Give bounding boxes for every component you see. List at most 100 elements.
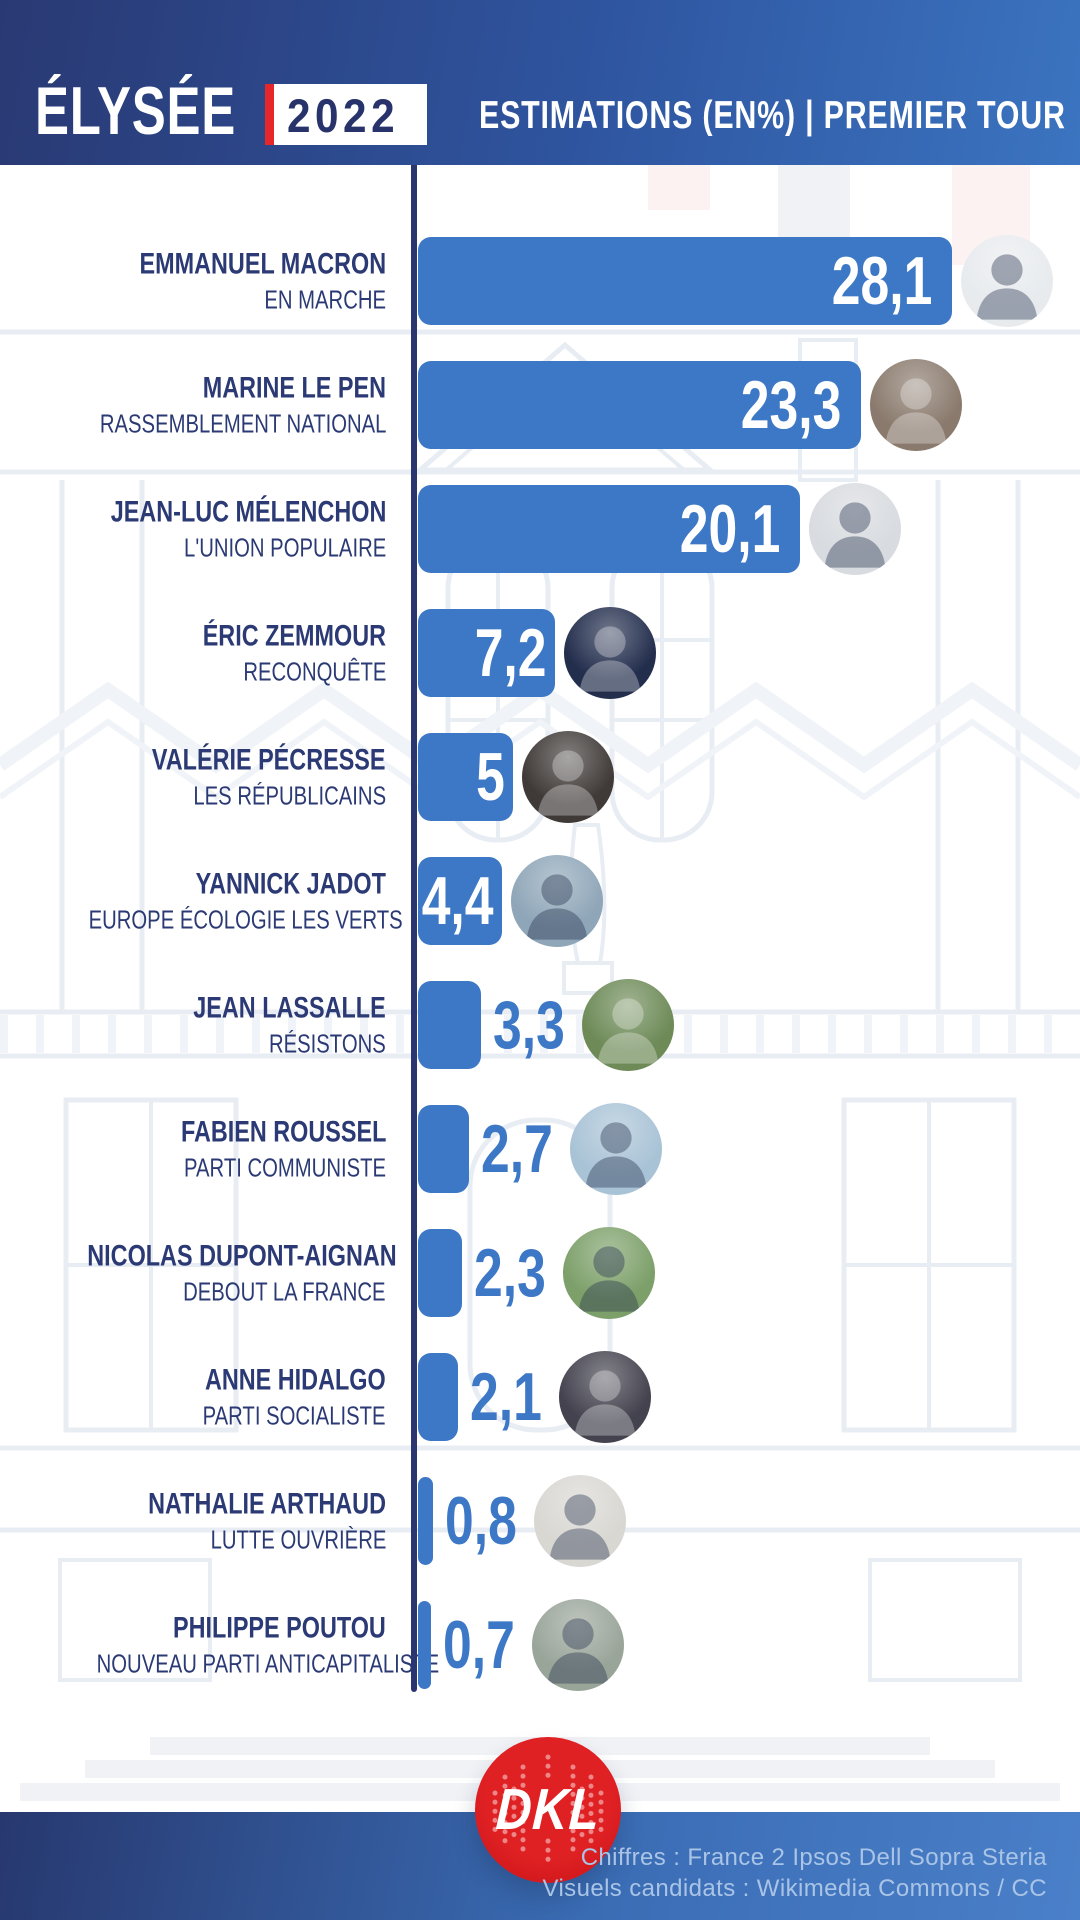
person-silhouette-icon — [526, 874, 588, 940]
candidate-name: MARINE LE PEN — [202, 371, 386, 405]
candidate-row: MARINE LE PEN RASSEMBLEMENT NATIONAL 23,3 — [0, 343, 1080, 467]
result-bar: 7,2 — [418, 609, 555, 697]
candidate-row: VALÉRIE PÉCRESSE LES RÉPUBLICAINS 5 — [0, 715, 1080, 839]
person-silhouette-icon — [597, 998, 659, 1064]
photo-emmanuel-macron — [961, 235, 1053, 327]
result-value: 5 — [476, 739, 505, 815]
candidate-party: EUROPE ÉCOLOGIE LES VERTS — [88, 903, 403, 934]
person-silhouette-icon — [976, 254, 1038, 320]
person-silhouette-icon — [885, 378, 947, 444]
candidate-name: EMMANUEL MACRON — [139, 247, 386, 281]
candidate-label: YANNICK JADOT EUROPE ÉCOLOGIE LES VERTS — [0, 867, 403, 934]
dkl-logo-text: DKL — [494, 1777, 602, 1842]
candidate-party: LUTTE OUVRIÈRE — [210, 1523, 386, 1554]
brand-title: ÉLYSÉE — [35, 73, 237, 149]
candidate-name: NICOLAS DUPONT-AIGNAN — [87, 1239, 397, 1273]
result-bar — [418, 1601, 431, 1689]
candidate-name: NATHALIE ARTHAUD — [148, 1487, 386, 1521]
person-silhouette-icon — [585, 1122, 647, 1188]
candidate-row: FABIEN ROUSSEL PARTI COMMUNISTE 2,7 — [0, 1087, 1080, 1211]
result-value: 20,1 — [679, 491, 780, 567]
person-silhouette-icon — [578, 1246, 640, 1312]
result-value: 7,2 — [475, 615, 547, 691]
result-bar — [418, 1353, 458, 1441]
candidate-party: RASSEMBLEMENT NATIONAL — [99, 407, 386, 438]
candidate-row: JEAN-LUC MÉLENCHON L'UNION POPULAIRE 20,1 — [0, 467, 1080, 591]
candidate-name: FABIEN ROUSSEL — [180, 1115, 386, 1149]
person-silhouette-icon — [579, 626, 641, 692]
result-value: 23,3 — [740, 367, 841, 443]
candidate-party: L'UNION POPULAIRE — [183, 531, 386, 562]
result-bar — [418, 1477, 433, 1565]
person-silhouette-icon — [824, 502, 886, 568]
header-banner: ÉLYSÉE 2022 ESTIMATIONS (EN%) | PREMIER … — [0, 0, 1080, 165]
result-value: 2,1 — [470, 1359, 542, 1435]
candidate-label: FABIEN ROUSSEL PARTI COMMUNISTE — [0, 1115, 386, 1182]
candidate-row: ANNE HIDALGO PARTI SOCIALISTE 2,1 — [0, 1335, 1080, 1459]
result-value: 2,3 — [474, 1235, 546, 1311]
result-value: 28,1 — [831, 243, 932, 319]
photo-yannick-jadot — [511, 855, 603, 947]
candidate-name: JEAN-LUC MÉLENCHON — [110, 495, 386, 529]
photo-eric-zemmour — [564, 607, 656, 699]
candidate-party: LES RÉPUBLICAINS — [193, 779, 386, 810]
photo-nathalie-arthaud — [534, 1475, 626, 1567]
photo-jean-lassalle — [582, 979, 674, 1071]
candidate-row: JEAN LASSALLE RÉSISTONS 3,3 — [0, 963, 1080, 1087]
candidate-label: VALÉRIE PÉCRESSE LES RÉPUBLICAINS — [0, 743, 386, 810]
candidate-party: PARTI SOCIALISTE — [203, 1399, 386, 1430]
candidate-row: EMMANUEL MACRON EN MARCHE 28,1 — [0, 219, 1080, 343]
candidate-party: RECONQUÊTE — [242, 655, 386, 686]
candidate-name: PHILIPPE POUTOU — [173, 1611, 386, 1645]
photo-fabien-roussel — [570, 1103, 662, 1195]
bar-chart: EMMANUEL MACRON EN MARCHE 28,1 MARINE LE PE… — [0, 219, 1080, 1707]
credits: Chiffres : France 2 Ipsos Dell Sopra Ste… — [542, 1842, 1047, 1904]
candidate-name: VALÉRIE PÉCRESSE — [152, 743, 386, 777]
result-bar: 20,1 — [418, 485, 800, 573]
candidate-row: NICOLAS DUPONT-AIGNAN DEBOUT LA FRANCE 2,3 — [0, 1211, 1080, 1335]
candidate-name: YANNICK JADOT — [195, 867, 386, 901]
candidate-name: ANNE HIDALGO — [205, 1363, 386, 1397]
year-label: 2022 — [287, 89, 400, 142]
result-value: 2,7 — [481, 1111, 553, 1187]
candidate-row: NATHALIE ARTHAUD LUTTE OUVRIÈRE 0,8 — [0, 1459, 1080, 1583]
candidate-row: ÉRIC ZEMMOUR RECONQUÊTE 7,2 — [0, 591, 1080, 715]
candidate-label: MARINE LE PEN RASSEMBLEMENT NATIONAL — [0, 371, 386, 438]
candidate-label: PHILIPPE POUTOU NOUVEAU PARTI ANTICAPITAL… — [0, 1611, 440, 1678]
result-bar: 23,3 — [418, 361, 861, 449]
header-subtitle: ESTIMATIONS (EN%) | PREMIER TOUR — [478, 94, 1066, 138]
candidate-label: ANNE HIDALGO PARTI SOCIALISTE — [0, 1363, 386, 1430]
person-silhouette-icon — [537, 750, 599, 816]
candidate-name: ÉRIC ZEMMOUR — [202, 619, 386, 653]
candidate-party: RÉSISTONS — [269, 1027, 386, 1058]
photo-anne-hidalgo — [559, 1351, 651, 1443]
candidate-label: JEAN LASSALLE RÉSISTONS — [0, 991, 386, 1058]
candidate-party: DEBOUT LA FRANCE — [183, 1275, 386, 1306]
result-bar: 4,4 — [418, 857, 502, 945]
candidate-label: EMMANUEL MACRON EN MARCHE — [0, 247, 386, 314]
result-value: 3,3 — [493, 987, 565, 1063]
candidate-row: YANNICK JADOT EUROPE ÉCOLOGIE LES VERTS 4,… — [0, 839, 1080, 963]
person-silhouette-icon — [549, 1494, 611, 1560]
candidate-label: JEAN-LUC MÉLENCHON L'UNION POPULAIRE — [0, 495, 386, 562]
candidate-label: NATHALIE ARTHAUD LUTTE OUVRIÈRE — [0, 1487, 386, 1554]
result-bar — [418, 1229, 462, 1317]
credit-line-2: Visuels candidats : Wikimedia Commons / … — [542, 1874, 1047, 1902]
person-silhouette-icon — [547, 1618, 609, 1684]
candidate-party: PARTI COMMUNISTE — [183, 1151, 386, 1182]
result-value: 4,4 — [422, 863, 494, 939]
result-bar — [418, 1105, 469, 1193]
candidate-label: ÉRIC ZEMMOUR RECONQUÊTE — [0, 619, 386, 686]
candidate-party: EN MARCHE — [264, 283, 386, 314]
candidate-label: NICOLAS DUPONT-AIGNAN DEBOUT LA FRANCE — [0, 1239, 396, 1306]
photo-philippe-poutou — [532, 1599, 624, 1691]
credit-line-1: Chiffres : France 2 Ipsos Dell Sopra Ste… — [580, 1843, 1047, 1871]
candidate-name: JEAN LASSALLE — [193, 991, 386, 1025]
result-bar: 28,1 — [418, 237, 952, 325]
person-silhouette-icon — [574, 1370, 636, 1436]
result-value: 0,8 — [445, 1483, 517, 1559]
photo-marine-le-pen — [870, 359, 962, 451]
result-bar — [418, 981, 481, 1069]
result-bar: 5 — [418, 733, 513, 821]
